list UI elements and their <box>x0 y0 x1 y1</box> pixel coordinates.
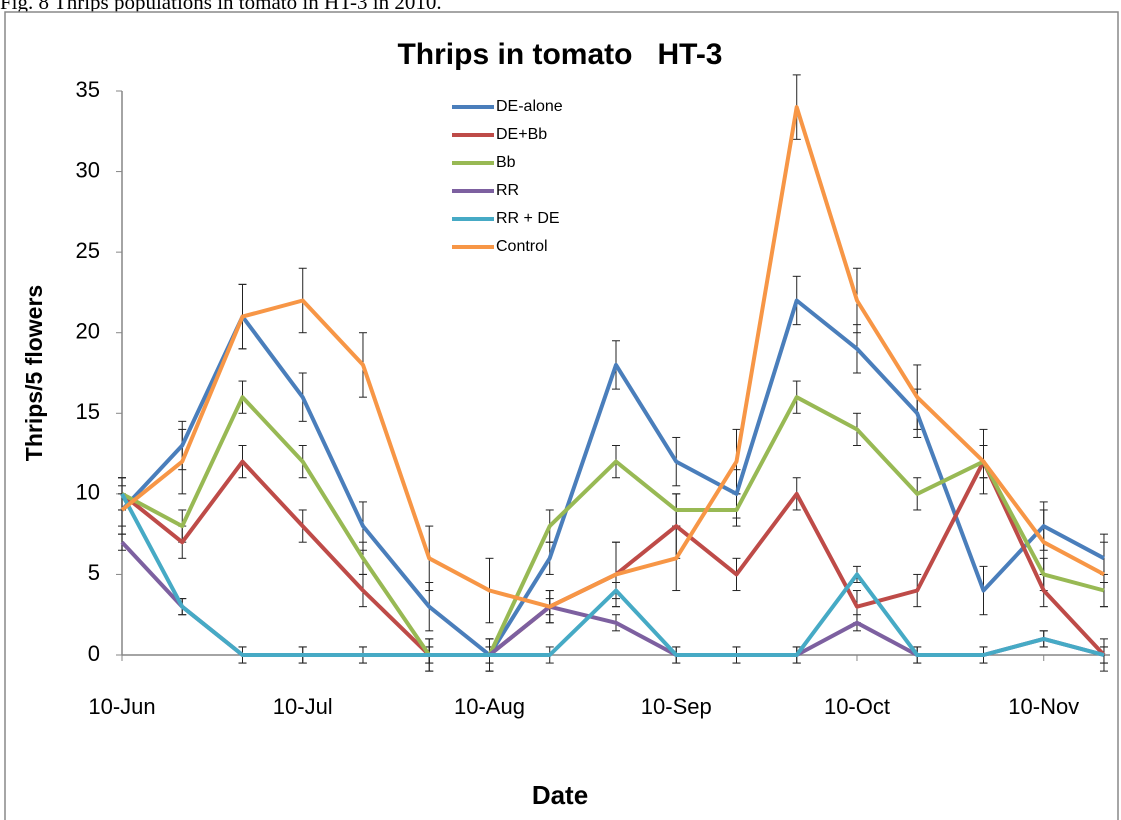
series-line <box>121 395 1105 657</box>
x-tick-label: 10-Oct <box>824 694 890 719</box>
x-tick-label: 10-Aug <box>454 694 525 719</box>
x-tick-label: 10-Jul <box>273 694 333 719</box>
series-line <box>120 492 1105 657</box>
chart-frame <box>4 11 1119 820</box>
caption: Fig. 8 Thrips populations in tomato in H… <box>0 0 442 14</box>
legend-label: RR <box>496 182 519 199</box>
y-tick-label: 15 <box>76 399 100 424</box>
x-tick-label: 10-Sep <box>641 694 712 719</box>
series-line <box>120 105 1105 609</box>
y-tick-label: 0 <box>88 641 100 666</box>
legend-label: DE-alone <box>496 98 563 115</box>
legend-label: DE+Bb <box>496 126 547 143</box>
legend-label: RR + DE <box>496 210 560 227</box>
chart-title: Thrips in tomato HT-3 <box>397 38 722 71</box>
legend-label: Control <box>496 238 548 255</box>
x-axis-label: Date <box>532 780 588 810</box>
y-tick-label: 30 <box>76 157 100 182</box>
y-tick-label: 5 <box>88 560 100 585</box>
series-line <box>120 298 1105 657</box>
y-tick-label: 20 <box>76 319 100 344</box>
x-tick-label: 10-Nov <box>1008 694 1079 719</box>
y-tick-label: 35 <box>76 77 100 102</box>
y-tick-label: 10 <box>76 480 100 505</box>
y-axis-label: Thrips/5 flowers <box>21 285 47 461</box>
x-tick-label: 10-Jun <box>88 694 155 719</box>
legend-label: Bb <box>496 154 516 171</box>
y-tick-label: 25 <box>76 238 100 263</box>
